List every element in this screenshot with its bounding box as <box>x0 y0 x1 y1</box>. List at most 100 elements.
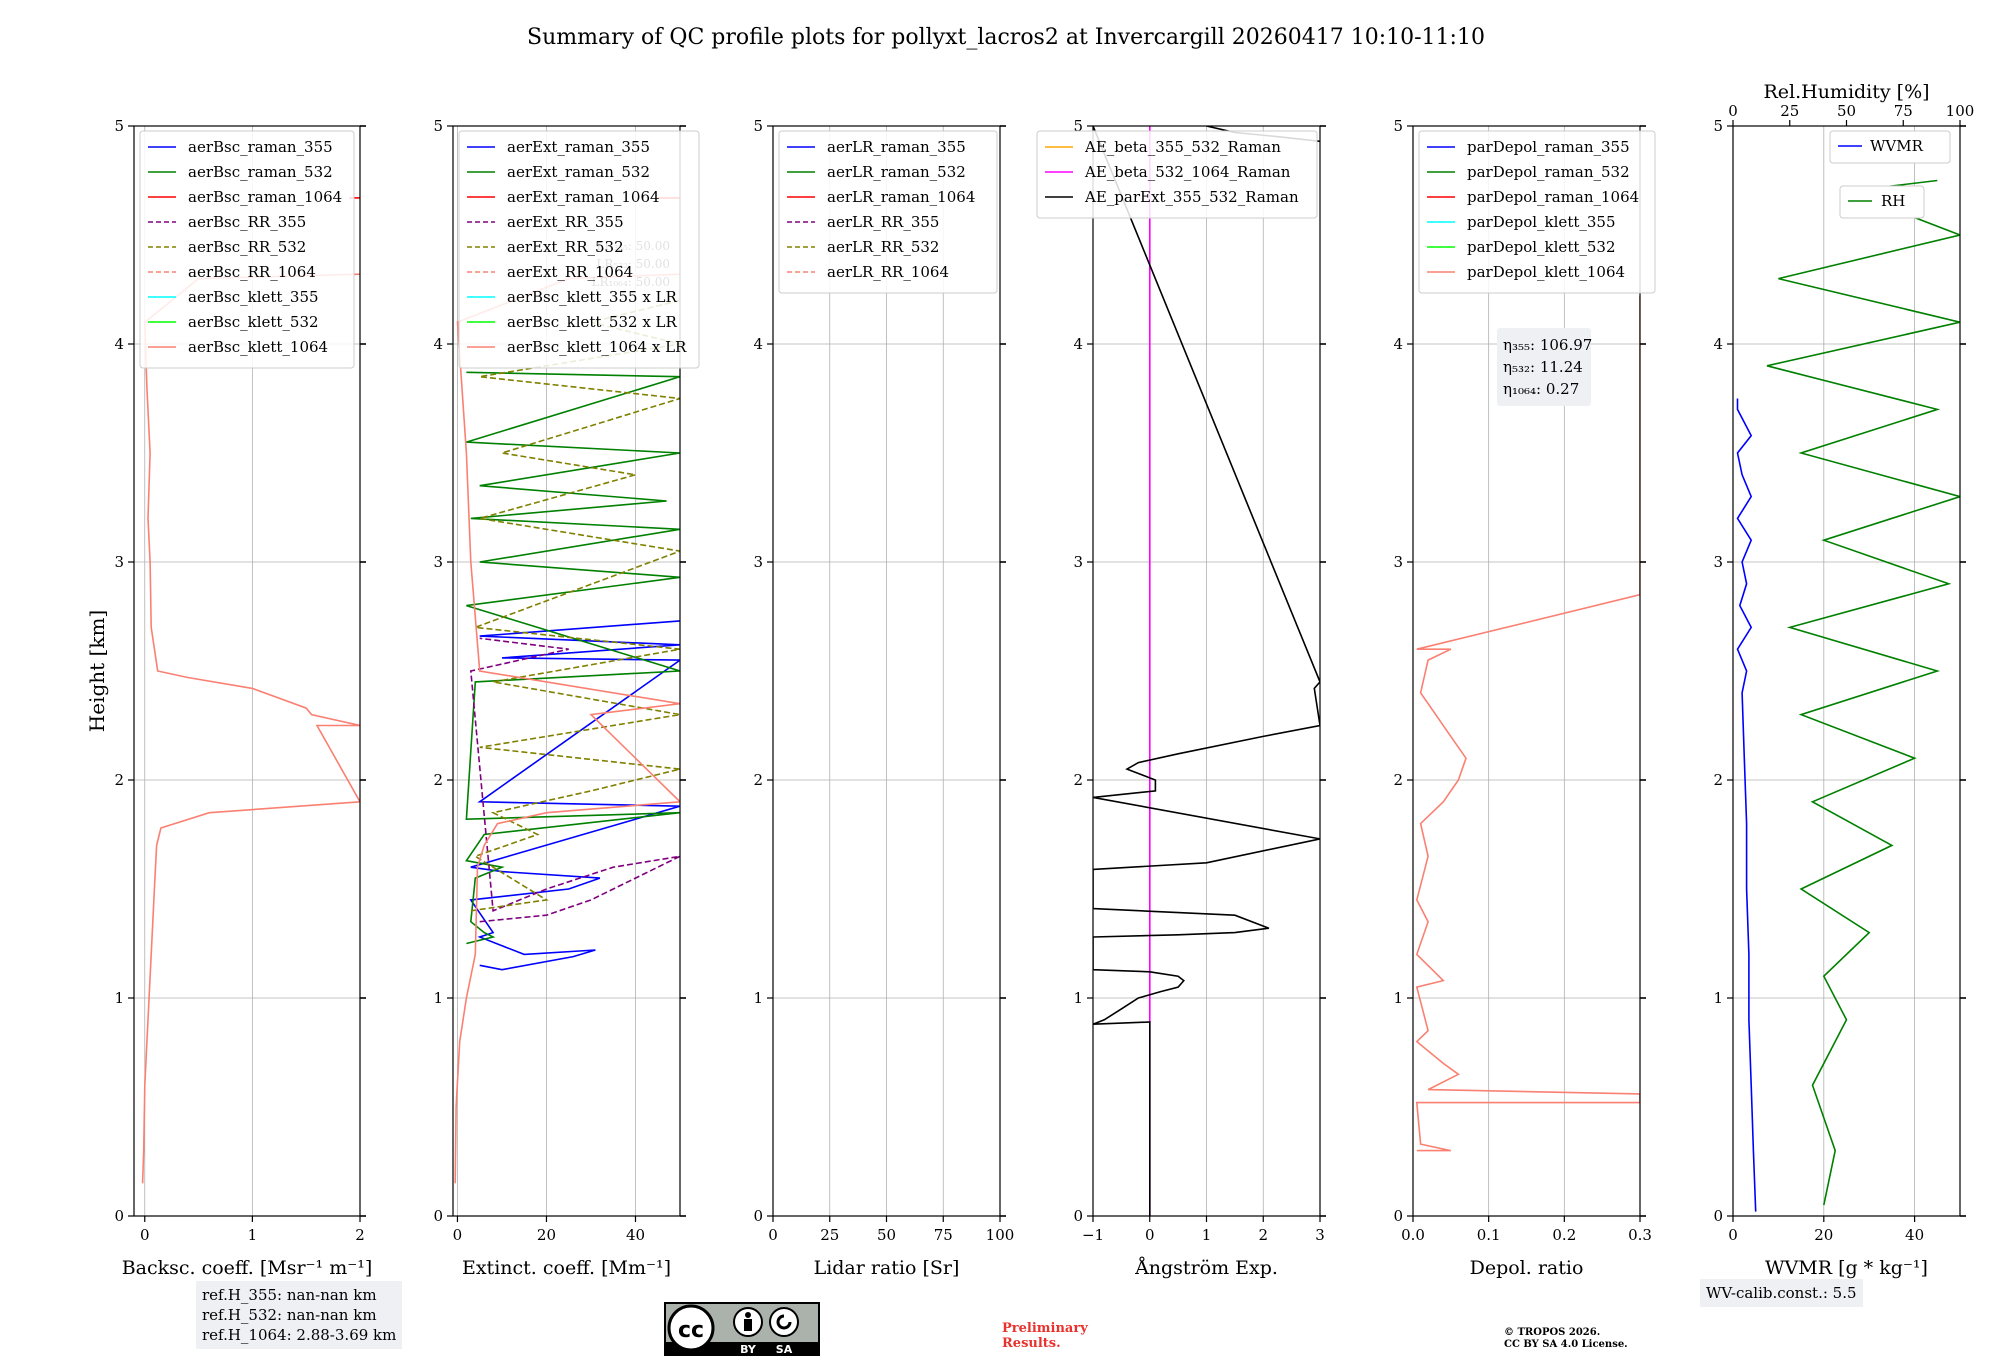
series-group <box>454 197 680 1184</box>
x2axis-label: Rel.Humidity [%] <box>1763 81 1929 103</box>
ytick-label: 0 <box>1393 1207 1403 1225</box>
legend-label: aerBsc_raman_532 <box>188 163 333 181</box>
xtick-label: 40 <box>1905 1226 1924 1244</box>
xtick-label: 2 <box>1258 1226 1268 1244</box>
legend-label: AE_beta_355_532_Raman <box>1084 138 1281 156</box>
cc-license-badge: cc BY SA <box>664 1302 820 1356</box>
legend-label: AE_parExt_355_532_Raman <box>1084 188 1299 206</box>
cc-circle-icon <box>667 1304 715 1352</box>
legend-label: RH <box>1881 192 1905 210</box>
x2tick-label: 0 <box>1728 102 1738 120</box>
ytick-label: 5 <box>433 117 443 135</box>
ytick-label: 1 <box>1073 989 1083 1007</box>
ytick-label: 4 <box>1073 335 1083 353</box>
series-line-wvmr <box>1736 398 1757 1212</box>
legend-label: aerExt_raman_532 <box>507 163 650 181</box>
ytick-label: 0 <box>753 1207 763 1225</box>
axes-frame <box>133 125 361 1217</box>
wv-calib-box: WV-calib.const.: 5.5 <box>1700 1279 1863 1307</box>
x2tick-label: 75 <box>1894 102 1913 120</box>
xaxis-label: Depol. ratio <box>1470 1257 1584 1279</box>
copyright-line-2: CC BY SA 4.0 License. <box>1504 1339 1628 1350</box>
xtick-label: 0 <box>768 1226 778 1244</box>
xtick-label: 75 <box>934 1226 953 1244</box>
axes-frame <box>1732 125 1961 1217</box>
ytick-label: 3 <box>114 553 124 571</box>
legend-label: aerBsc_klett_355 x LR <box>507 288 678 306</box>
ytick-label: 2 <box>1073 771 1083 789</box>
axes-frame <box>1412 125 1641 1217</box>
series-group <box>1415 296 1640 1152</box>
sa-arrow-icon <box>776 1314 792 1330</box>
x2tick-label: 25 <box>1780 102 1799 120</box>
xtick-label: 0 <box>1145 1226 1155 1244</box>
series-line-ae-parext-355-532-raman <box>1093 126 1320 1216</box>
ytick-label: 3 <box>1393 553 1403 571</box>
legend-box <box>139 130 355 369</box>
legend-label: aerExt_RR_355 <box>507 213 624 231</box>
wv-calib-text: WV-calib.const.: 5.5 <box>1706 1284 1857 1302</box>
legend-label: aerBsc_RR_532 <box>188 238 306 256</box>
by-label: BY <box>740 1343 757 1356</box>
eta-annotation-box <box>1497 328 1591 406</box>
by-person-body <box>744 1319 752 1331</box>
ytick-label: 0 <box>114 1207 124 1225</box>
ytick-label: 5 <box>1073 117 1083 135</box>
xtick-label: 1 <box>1202 1226 1212 1244</box>
preliminary-line-2: Results. <box>1002 1336 1061 1351</box>
axes-frame <box>452 125 681 1217</box>
legend-label: parDepol_klett_1064 <box>1467 263 1625 281</box>
by-person-head <box>745 1312 751 1318</box>
ytick-label: 5 <box>753 117 763 135</box>
ytick-label: 4 <box>753 335 763 353</box>
ytick-label: 0 <box>433 1207 443 1225</box>
legend-label: aerBsc_RR_1064 <box>188 263 316 281</box>
xtick-label: 100 <box>986 1226 1015 1244</box>
legend-box <box>1418 130 1656 294</box>
x2tick-label: 100 <box>1946 102 1975 120</box>
series-line-aerext-raman-355 <box>469 620 680 971</box>
ref-heights-box: ref.H_355: nan-nan km ref.H_532: nan-nan… <box>196 1281 403 1349</box>
ytick-label: 2 <box>1713 771 1723 789</box>
ytick-label: 3 <box>1713 553 1723 571</box>
xaxis-label: Extinct. coeff. [Mm⁻¹] <box>462 1257 671 1279</box>
ytick-label: 3 <box>753 553 763 571</box>
ytick-label: 1 <box>114 989 124 1007</box>
ytick-label: 4 <box>1393 335 1403 353</box>
ref-height-355: ref.H_355: nan-nan km <box>202 1286 377 1304</box>
xtick-label: 40 <box>626 1226 645 1244</box>
legend-label: aerBsc_klett_1064 <box>188 338 328 356</box>
legend-box <box>778 130 998 294</box>
ref-height-1064: ref.H_1064: 2.88-3.69 km <box>202 1326 397 1344</box>
legend-label: aerExt_RR_532 <box>507 238 624 256</box>
xtick-label: 20 <box>537 1226 556 1244</box>
legend-label: aerLR_RR_355 <box>827 213 939 231</box>
ytick-label: 5 <box>1393 117 1403 135</box>
legend-label: aerBsc_klett_355 <box>188 288 319 306</box>
legend-label: aerBsc_klett_1064 x LR <box>507 338 687 356</box>
copyright-note: © TROPOS 2026. CC BY SA 4.0 License. <box>1504 1327 1628 1351</box>
xaxis-label: WVMR [g * kg⁻¹] <box>1765 1257 1928 1279</box>
ytick-label: 4 <box>433 335 443 353</box>
xtick-label: 0.0 <box>1401 1226 1425 1244</box>
ytick-label: 1 <box>1713 989 1723 1007</box>
series-line-aerext-rr-355 <box>469 637 680 923</box>
legend-label: parDepol_raman_355 <box>1467 138 1630 156</box>
preliminary-line-1: Preliminary <box>1002 1321 1088 1336</box>
sa-label: SA <box>776 1343 793 1356</box>
series-line-aerext-raman-532 <box>465 371 680 945</box>
xtick-label: 25 <box>820 1226 839 1244</box>
xtick-label: 20 <box>1814 1226 1833 1244</box>
xtick-label: 0 <box>1728 1226 1738 1244</box>
legend-label: WVMR <box>1870 137 1924 155</box>
figure-title: Summary of QC profile plots for pollyxt_… <box>527 25 1485 50</box>
legend-label: aerExt_raman_355 <box>507 138 650 156</box>
legend-wvmr: WVMR <box>1829 130 1951 164</box>
ytick-label: 5 <box>114 117 124 135</box>
xtick-label: 3 <box>1315 1226 1325 1244</box>
legend: aerBsc_raman_355 aerBsc_raman_532 aerBsc_r… <box>139 130 355 369</box>
eta-annotation: η₁₀₆₄: 0.27 <box>1503 380 1579 398</box>
